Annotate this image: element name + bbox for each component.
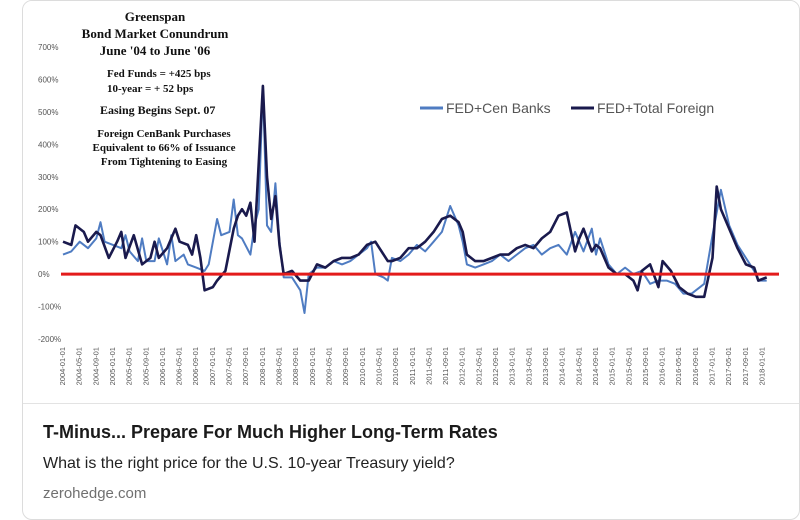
x-axis-tick-labels: 2004-01-01 2004-05-01 2004-09-01 2005-01-01… — [58, 347, 767, 385]
x-tick-label: 2015-09-01 — [641, 347, 650, 385]
x-tick-label: 2008-01-01 — [258, 347, 267, 385]
annotation-line: Easing Begins Sept. 07 — [100, 103, 215, 117]
y-tick-label: 100% — [38, 238, 58, 247]
x-tick-label: 2015-05-01 — [624, 347, 633, 385]
article-card[interactable]: 700% 600% 500% 400% 300% 200% 100% 0% -100% -200%… — [22, 0, 800, 520]
x-tick-label: 2004-09-01 — [91, 347, 100, 385]
x-tick-label: 2011-05-01 — [424, 347, 433, 385]
x-tick-label: 2008-05-01 — [275, 347, 284, 385]
x-tick-label: 2009-01-01 — [308, 347, 317, 385]
x-tick-label: 2014-05-01 — [574, 347, 583, 385]
y-tick-label: 0% — [38, 270, 50, 279]
annotation-line: Bond Market Conundrum — [82, 26, 229, 41]
article-title[interactable]: T-Minus... Prepare For Much Higher Long-… — [43, 422, 498, 442]
x-tick-label: 2012-09-01 — [491, 347, 500, 385]
article-description: What is the right price for the U.S. 10-… — [43, 455, 455, 472]
x-tick-label: 2010-05-01 — [374, 347, 383, 385]
x-tick-label: 2017-05-01 — [724, 347, 733, 385]
series-line-fed-total-foreign — [62, 84, 768, 299]
chart-image[interactable]: 700% 600% 500% 400% 300% 200% 100% 0% -100% -200%… — [23, 1, 799, 403]
y-tick-label: -200% — [38, 335, 61, 344]
x-tick-label: 2007-05-01 — [225, 347, 234, 385]
y-tick-label: 700% — [38, 43, 58, 52]
annotation-block: Greenspan Bond Market Conundrum June '04… — [82, 9, 236, 168]
x-tick-label: 2010-09-01 — [391, 347, 400, 385]
line-chart: 700% 600% 500% 400% 300% 200% 100% 0% -100% -200%… — [23, 1, 799, 403]
x-tick-label: 2012-05-01 — [474, 347, 483, 385]
annotation-line: 10-year = + 52 bps — [107, 83, 194, 95]
x-tick-label: 2006-09-01 — [191, 347, 200, 385]
source-domain: zerohedge.com — [43, 485, 147, 502]
x-tick-label: 2007-09-01 — [241, 347, 250, 385]
annotation-line: Greenspan — [125, 9, 186, 24]
annotation-line: Fed Funds = +425 bps — [107, 68, 211, 80]
x-tick-label: 2011-01-01 — [408, 347, 417, 385]
x-tick-label: 2018-01-01 — [758, 347, 767, 385]
x-tick-label: 2016-01-01 — [658, 347, 667, 385]
x-tick-label: 2005-05-01 — [125, 347, 134, 385]
y-tick-label: 400% — [38, 140, 58, 149]
x-tick-label: 2016-05-01 — [674, 347, 683, 385]
x-tick-label: 2011-09-01 — [441, 347, 450, 385]
legend-label: FED+Cen Banks — [446, 100, 551, 116]
x-tick-label: 2005-01-01 — [108, 347, 117, 385]
x-tick-label: 2008-09-01 — [291, 347, 300, 385]
x-tick-label: 2006-05-01 — [175, 347, 184, 385]
x-tick-label: 2005-09-01 — [141, 347, 150, 385]
x-tick-label: 2016-09-01 — [691, 347, 700, 385]
y-tick-label: 600% — [38, 75, 58, 84]
x-tick-label: 2012-01-01 — [458, 347, 467, 385]
x-tick-label: 2009-09-01 — [341, 347, 350, 385]
x-tick-label: 2006-01-01 — [158, 347, 167, 385]
annotation-line: June '04 to June '06 — [100, 43, 211, 58]
annotation-line: Foreign CenBank Purchases — [97, 128, 231, 140]
x-tick-label: 2009-05-01 — [324, 347, 333, 385]
y-tick-label: -100% — [38, 303, 61, 312]
x-tick-label: 2013-01-01 — [508, 347, 517, 385]
card-divider — [23, 403, 799, 404]
x-tick-label: 2004-01-01 — [58, 347, 67, 385]
x-tick-label: 2010-01-01 — [358, 347, 367, 385]
x-tick-label: 2015-01-01 — [608, 347, 617, 385]
x-tick-label: 2007-01-01 — [208, 347, 217, 385]
y-tick-label: 300% — [38, 173, 58, 182]
x-tick-label: 2017-09-01 — [741, 347, 750, 385]
chart-background — [23, 1, 799, 403]
chart-legend: FED+Cen Banks FED+Total Foreign — [420, 100, 714, 116]
legend-label: FED+Total Foreign — [597, 100, 714, 116]
y-axis-tick-labels: 700% 600% 500% 400% 300% 200% 100% 0% -100% -200% — [38, 43, 61, 344]
annotation-line: Equivalent to 66% of Issuance — [92, 142, 235, 154]
x-tick-label: 2017-01-01 — [708, 347, 717, 385]
x-tick-label: 2013-05-01 — [524, 347, 533, 385]
x-tick-label: 2014-01-01 — [558, 347, 567, 385]
y-tick-label: 500% — [38, 108, 58, 117]
annotation-line: From Tightening to Easing — [101, 156, 228, 168]
x-tick-label: 2004-05-01 — [75, 347, 84, 385]
x-tick-label: 2013-09-01 — [541, 347, 550, 385]
x-tick-label: 2014-09-01 — [591, 347, 600, 385]
y-tick-label: 200% — [38, 205, 58, 214]
